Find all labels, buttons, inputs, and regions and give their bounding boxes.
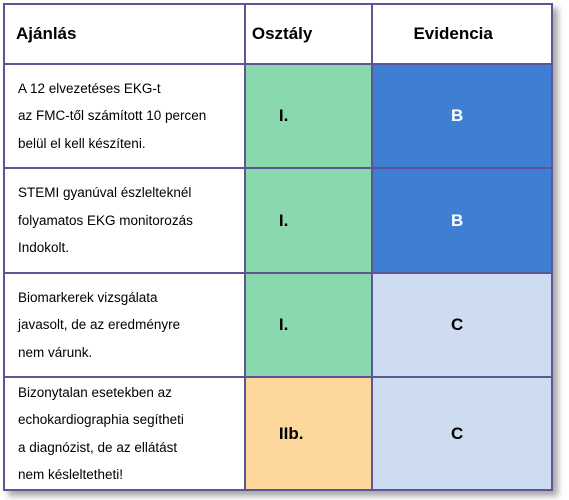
recommendation-text: A 12 elvezetéses EKG-t az FMC-től számít… [3, 62, 246, 170]
evidence-value: B [371, 167, 553, 274]
recommendation-text: STEMI gyanúval észlelteknél folyamatos E… [3, 167, 246, 274]
header-recommendation: Ajánlás [3, 3, 246, 65]
recommendation-table-grid: Ajánlás Osztály Evidencia A 12 elvezetés… [3, 3, 553, 491]
recommendation-table: Ajánlás Osztály Evidencia A 12 elvezetés… [3, 3, 553, 491]
recommendation-line: a diagnózist, de az ellátást [18, 439, 178, 455]
table-row: Bizonytalan esetekben az echokardiograph… [3, 376, 553, 491]
recommendation-line: Indokolt. [18, 240, 70, 256]
recommendation-line: az FMC-től számított 10 percen [18, 108, 207, 124]
recommendation-line: folyamatos EKG monitorozás [18, 212, 193, 228]
recommendation-line: echokardiographia segítheti [18, 412, 184, 428]
class-value: I. [243, 167, 374, 274]
recommendation-line: nem várunk. [18, 344, 93, 360]
evidence-value: C [371, 376, 553, 491]
recommendation-line: A 12 elvezetéses EKG-t [18, 80, 161, 96]
recommendation-line: STEMI gyanúval észlelteknél [18, 185, 192, 201]
recommendation-line: Biomarkerek vizsgálata [18, 289, 158, 305]
header-row: Ajánlás Osztály Evidencia [3, 3, 553, 65]
header-class: Osztály [243, 3, 374, 65]
table-row: A 12 elvezetéses EKG-t az FMC-től számít… [3, 62, 553, 170]
recommendation-line: nem késleltetheti! [18, 467, 124, 483]
recommendation-line: Bizonytalan esetekben az [18, 384, 172, 400]
table-row: Biomarkerek vizsgálata javasolt, de az e… [3, 271, 553, 379]
header-evidence: Evidencia [371, 3, 553, 65]
table-row: STEMI gyanúval észlelteknél folyamatos E… [3, 167, 553, 274]
recommendation-text: Bizonytalan esetekben az echokardiograph… [3, 376, 246, 491]
class-value: I. [243, 271, 374, 379]
class-value: I. [243, 62, 374, 170]
recommendation-text: Biomarkerek vizsgálata javasolt, de az e… [3, 271, 246, 379]
class-value: IIb. [243, 376, 374, 491]
evidence-value: C [371, 271, 553, 379]
recommendation-line: belül el kell készíteni. [18, 135, 146, 151]
evidence-value: B [371, 62, 553, 170]
recommendation-line: javasolt, de az eredményre [18, 317, 181, 333]
